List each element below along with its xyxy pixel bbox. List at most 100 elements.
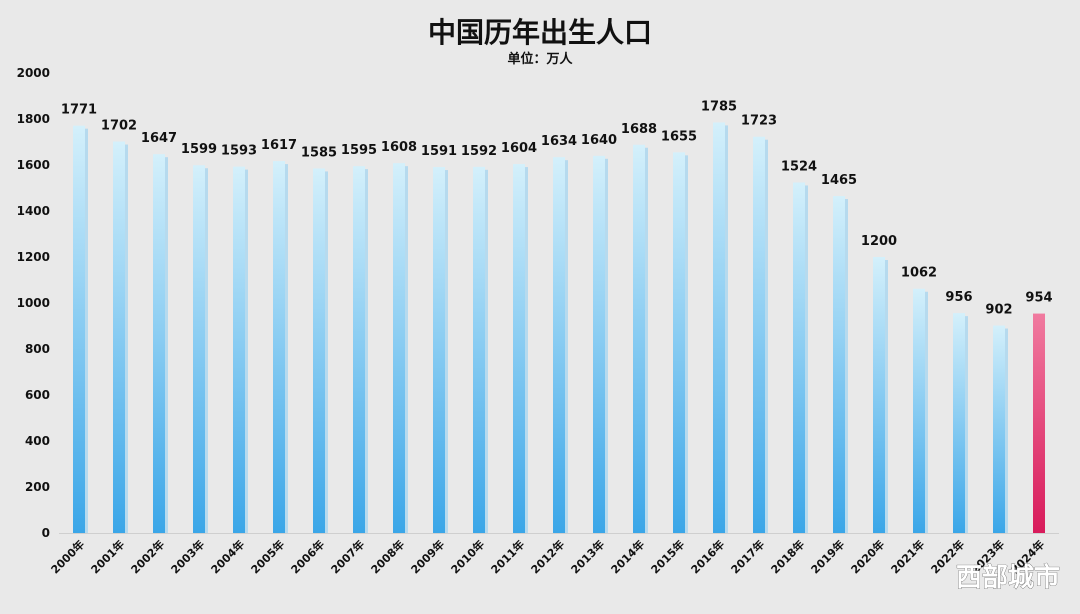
data-label: 1640 [581, 133, 617, 148]
y-tick-label: 1000 [17, 296, 50, 310]
bar-body [713, 122, 725, 533]
bar-body [113, 141, 125, 534]
x-tick-label: 2008年 [368, 537, 407, 576]
x-tick-label: 2019年 [808, 537, 847, 576]
bar-shadow [725, 125, 728, 533]
bar [713, 122, 728, 533]
bar-body [1033, 313, 1045, 533]
data-label: 1604 [501, 141, 537, 156]
bar [873, 257, 888, 533]
data-label: 1465 [821, 173, 857, 188]
bar-shadow [765, 139, 768, 533]
x-tick-label: 2018年 [768, 537, 807, 576]
bar-body [633, 144, 645, 533]
bar [313, 168, 328, 533]
bar-body [673, 152, 685, 533]
bar-body [233, 166, 245, 534]
bar-shadow [485, 169, 488, 533]
bar [553, 157, 568, 533]
bar-shadow [285, 164, 288, 533]
x-tick-label: 2012年 [528, 537, 567, 576]
bar [73, 125, 88, 534]
data-label: 1785 [701, 99, 737, 114]
bar-body [153, 154, 165, 533]
bar [233, 166, 248, 534]
y-tick-label: 2000 [17, 66, 50, 80]
bar-shadow [165, 157, 168, 533]
bar [193, 165, 208, 534]
bar [593, 155, 608, 534]
bar-body [553, 157, 565, 533]
bar-body [513, 164, 525, 533]
chart-subtitle: 单位：万人 [507, 51, 573, 67]
x-tick-label: 2009年 [408, 537, 447, 576]
y-axis: 0 200 400 600 800 1000 1200 1400 1600 1800 2000 [17, 66, 1059, 540]
bar [673, 152, 688, 533]
data-label: 1200 [861, 234, 897, 249]
chart-title: 中国历年出生人口 [428, 16, 652, 49]
bar-body [593, 155, 605, 534]
bar-body [913, 288, 925, 533]
data-label: 1702 [101, 119, 137, 134]
bar-body [433, 167, 445, 533]
y-tick-label: 400 [25, 434, 50, 448]
bar [433, 167, 448, 533]
data-label: 1723 [741, 114, 777, 129]
bar-body [473, 166, 485, 533]
bar-body [313, 168, 325, 533]
bar-series [73, 122, 1045, 534]
x-tick-label: 2006年 [288, 537, 327, 576]
data-label: 1591 [421, 144, 457, 159]
bar [353, 166, 368, 533]
x-axis: 2000年 2001年 2002年 2003年 2004年 2005年 2006年 2007年… [48, 537, 1047, 576]
bar-shadow [885, 260, 888, 533]
bar-body [873, 257, 885, 533]
bar [833, 196, 848, 534]
bar [953, 313, 968, 533]
y-tick-label: 600 [25, 388, 50, 402]
y-tick-label: 0 [42, 526, 50, 540]
bar-shadow [325, 171, 328, 533]
y-tick-label: 200 [25, 480, 50, 494]
data-label: 1688 [621, 122, 657, 137]
x-tick-label: 2015年 [648, 537, 687, 576]
data-label: 1595 [341, 143, 377, 158]
bar-body [953, 313, 965, 533]
data-label: 1599 [181, 142, 217, 157]
data-label: 956 [945, 290, 972, 305]
bar-shadow [925, 291, 928, 533]
bar-shadow [85, 128, 88, 534]
bar [633, 144, 648, 533]
bar-shadow [125, 144, 128, 534]
bar-shadow [605, 158, 608, 534]
bar-shadow [525, 167, 528, 533]
bar [273, 161, 288, 533]
x-tick-label: 2013年 [568, 537, 607, 576]
bar-body [753, 136, 765, 533]
data-label: 1655 [661, 129, 697, 144]
x-tick-label: 2000年 [48, 537, 87, 576]
bar [513, 164, 528, 533]
data-label: 1647 [141, 131, 177, 146]
data-label: 1634 [541, 134, 577, 149]
data-label: 1592 [461, 144, 497, 159]
data-label: 902 [985, 303, 1012, 318]
bar-body [273, 161, 285, 533]
data-label: 1608 [381, 140, 417, 155]
bar-body [393, 163, 405, 533]
bar-body [193, 165, 205, 534]
bar-body [993, 325, 1005, 533]
data-label: 1617 [261, 138, 297, 153]
data-label: 1524 [781, 159, 817, 174]
bar [393, 163, 408, 533]
x-tick-label: 2002年 [128, 537, 167, 576]
x-tick-label: 2014年 [608, 537, 647, 576]
y-tick-label: 1200 [17, 250, 50, 264]
bar-shadow [245, 169, 248, 534]
bar-shadow [405, 166, 408, 533]
data-label: 1062 [901, 266, 937, 281]
data-labels: 1771 1702 1647 1599 1593 1617 1585 1595 1608 1591… [61, 99, 1053, 317]
x-tick-label: 2020年 [848, 537, 887, 576]
